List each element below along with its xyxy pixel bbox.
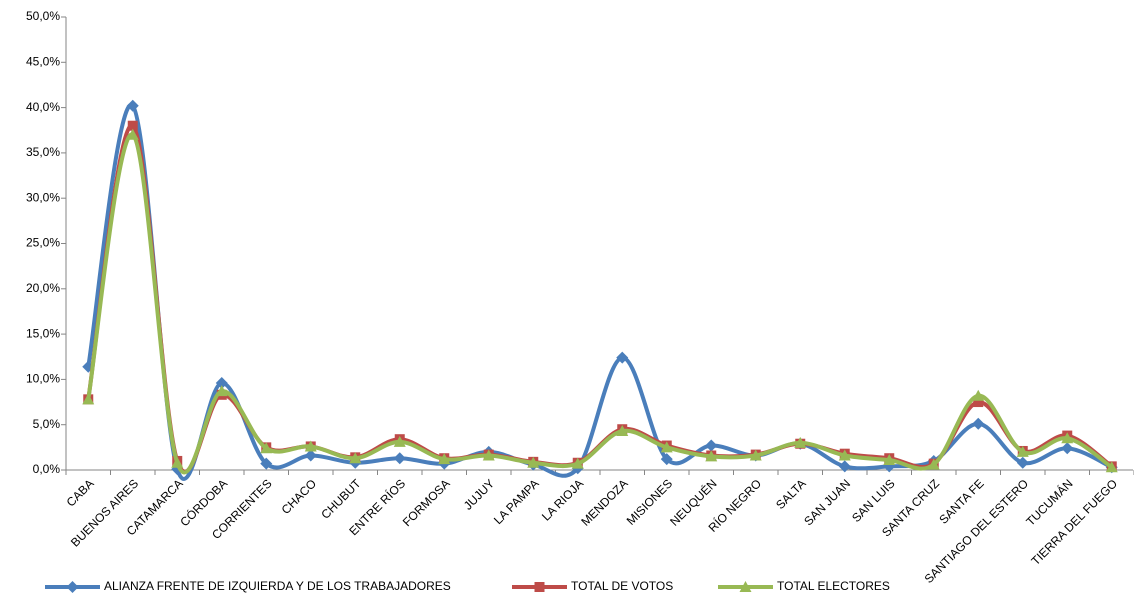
x-tick-label: MENDOZA <box>578 476 630 528</box>
data-point <box>972 417 985 430</box>
series-line <box>86 132 1113 475</box>
data-point <box>349 452 362 464</box>
x-tick-label: CABA <box>64 476 97 509</box>
y-tick-label: 20,0% <box>26 281 60 295</box>
data-point <box>1105 461 1118 473</box>
data-point <box>616 351 629 364</box>
x-tick-label: SALTA <box>773 476 809 512</box>
data-point <box>838 460 851 473</box>
data-point <box>171 456 184 468</box>
data-point <box>660 441 673 453</box>
y-tick-label: 50,0% <box>26 9 60 23</box>
y-tick-label: 5,0% <box>33 417 61 431</box>
data-point <box>527 456 540 468</box>
data-point <box>660 453 673 466</box>
data-point <box>482 449 495 461</box>
y-tick-label: 25,0% <box>26 236 60 250</box>
data-point <box>82 393 95 405</box>
data-point <box>749 449 762 461</box>
x-tick-label: CHACO <box>279 476 320 517</box>
x-tick-label: LA RIOJA <box>539 476 586 523</box>
data-point <box>705 450 718 462</box>
legend-label: ALIANZA FRENTE DE IZQUIERDA Y DE LOS TRA… <box>104 579 451 593</box>
data-point <box>260 457 273 470</box>
data-point <box>126 99 139 112</box>
y-tick-label: 0,0% <box>33 462 61 476</box>
data-point <box>1061 442 1074 455</box>
y-tick-label: 30,0% <box>26 190 60 204</box>
data-point <box>616 425 629 437</box>
legend-marker <box>66 581 79 593</box>
data-point <box>127 120 138 131</box>
data-point <box>304 440 317 452</box>
x-tick-label: LA PAMPA <box>491 476 542 527</box>
x-tick-label: FORMOSA <box>400 476 453 529</box>
data-point <box>260 442 273 454</box>
legend-marker <box>534 582 545 592</box>
x-tick-label: JUJUY <box>461 476 497 512</box>
data-point <box>571 457 584 469</box>
x-tick-label: TIERRA DEL FUEGO <box>1028 476 1120 568</box>
legend-label: TOTAL DE VOTOS <box>571 579 673 593</box>
data-point <box>973 397 984 408</box>
legend-marker <box>739 581 752 592</box>
data-point <box>393 435 406 447</box>
y-tick-label: 10,0% <box>26 372 60 386</box>
data-point <box>215 385 228 397</box>
data-point <box>705 439 718 452</box>
data-point <box>438 453 451 465</box>
data-point <box>1016 445 1029 457</box>
data-point <box>393 452 406 465</box>
data-point <box>927 458 940 470</box>
x-tick-label: SAN JUAN <box>801 476 853 528</box>
y-tick-label: 35,0% <box>26 145 60 159</box>
data-point <box>126 128 139 140</box>
data-point <box>1016 456 1029 469</box>
y-tick-label: 40,0% <box>26 100 60 114</box>
data-point <box>1061 432 1074 444</box>
x-tick-label: CHUBUT <box>318 476 364 522</box>
legend-label: TOTAL ELECTORES <box>777 579 890 593</box>
data-point <box>215 377 228 390</box>
data-point <box>794 436 807 448</box>
data-point <box>304 449 317 462</box>
data-point <box>883 454 896 466</box>
y-tick-label: 15,0% <box>26 326 60 340</box>
data-point <box>972 389 985 401</box>
y-tick-label: 45,0% <box>26 54 60 68</box>
data-point <box>838 449 851 461</box>
